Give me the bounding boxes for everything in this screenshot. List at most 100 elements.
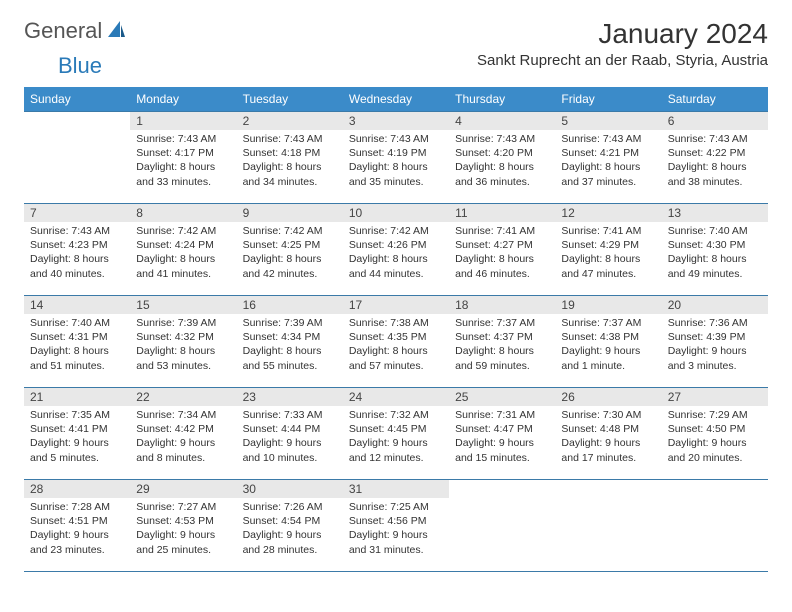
day-detail-line: Sunrise: 7:27 AM [136,500,230,514]
day-detail-line: Sunrise: 7:36 AM [668,316,762,330]
day-number: 4 [449,112,555,130]
calendar-day-cell: 3Sunrise: 7:43 AMSunset: 4:19 PMDaylight… [343,112,449,204]
day-details: Sunrise: 7:27 AMSunset: 4:53 PMDaylight:… [130,498,236,559]
calendar-day-cell: 31Sunrise: 7:25 AMSunset: 4:56 PMDayligh… [343,480,449,572]
calendar-day-cell: 16Sunrise: 7:39 AMSunset: 4:34 PMDayligh… [237,296,343,388]
day-detail-line: Daylight: 8 hours [243,252,337,266]
day-detail-line: Sunset: 4:26 PM [349,238,443,252]
day-details: Sunrise: 7:38 AMSunset: 4:35 PMDaylight:… [343,314,449,375]
weekday-header: Saturday [662,87,768,112]
day-detail-line: Sunset: 4:39 PM [668,330,762,344]
day-number: 2 [237,112,343,130]
day-number: 25 [449,388,555,406]
day-number: 19 [555,296,661,314]
day-detail-line: and 46 minutes. [455,267,549,281]
weekday-header: Thursday [449,87,555,112]
day-number: 23 [237,388,343,406]
day-details: Sunrise: 7:43 AMSunset: 4:22 PMDaylight:… [662,130,768,191]
day-details: Sunrise: 7:35 AMSunset: 4:41 PMDaylight:… [24,406,130,467]
calendar-week-row: 7Sunrise: 7:43 AMSunset: 4:23 PMDaylight… [24,204,768,296]
calendar-day-cell [662,480,768,572]
day-number: 21 [24,388,130,406]
day-detail-line: and 28 minutes. [243,543,337,557]
day-detail-line: Sunset: 4:35 PM [349,330,443,344]
day-number: 28 [24,480,130,498]
day-detail-line: and 31 minutes. [349,543,443,557]
day-detail-line: Sunset: 4:51 PM [30,514,124,528]
day-detail-line: and 8 minutes. [136,451,230,465]
day-detail-line: Sunrise: 7:42 AM [243,224,337,238]
calendar-day-cell: 2Sunrise: 7:43 AMSunset: 4:18 PMDaylight… [237,112,343,204]
day-number: 15 [130,296,236,314]
day-detail-line: and 34 minutes. [243,175,337,189]
calendar-day-cell: 27Sunrise: 7:29 AMSunset: 4:50 PMDayligh… [662,388,768,480]
day-detail-line: Daylight: 8 hours [30,252,124,266]
calendar-day-cell [449,480,555,572]
day-detail-line: and 44 minutes. [349,267,443,281]
day-detail-line: Sunset: 4:48 PM [561,422,655,436]
day-detail-line: and 10 minutes. [243,451,337,465]
day-detail-line: Sunset: 4:31 PM [30,330,124,344]
day-detail-line: and 55 minutes. [243,359,337,373]
calendar-day-cell: 23 Sunrise: 7:33 AMSunset: 4:44 PMDayligh… [237,388,343,480]
day-detail-line: Sunrise: 7:25 AM [349,500,443,514]
day-detail-line: Sunset: 4:34 PM [243,330,337,344]
calendar-day-cell: 20Sunrise: 7:36 AMSunset: 4:39 PMDayligh… [662,296,768,388]
day-detail-line: Daylight: 9 hours [30,528,124,542]
day-detail-line: Daylight: 8 hours [668,252,762,266]
day-detail-line: Sunrise: 7:39 AM [136,316,230,330]
weekday-header: Wednesday [343,87,449,112]
day-number: 7 [24,204,130,222]
day-detail-line: Daylight: 9 hours [668,344,762,358]
logo-text-blue: Blue [58,53,102,79]
day-detail-line: Daylight: 9 hours [561,436,655,450]
day-detail-line: Sunset: 4:44 PM [243,422,337,436]
day-detail-line: and 17 minutes. [561,451,655,465]
day-detail-line: Sunset: 4:56 PM [349,514,443,528]
day-detail-line: Sunrise: 7:39 AM [243,316,337,330]
day-number: 10 [343,204,449,222]
day-detail-line: Sunrise: 7:40 AM [30,316,124,330]
day-detail-line: Daylight: 9 hours [349,436,443,450]
day-detail-line: Sunrise: 7:43 AM [668,132,762,146]
weekday-header: Friday [555,87,661,112]
day-detail-line: Daylight: 9 hours [243,436,337,450]
day-detail-line: Daylight: 8 hours [455,344,549,358]
day-detail-line: Sunrise: 7:37 AM [561,316,655,330]
day-detail-line: Sunrise: 7:41 AM [455,224,549,238]
day-number: 11 [449,204,555,222]
day-detail-line: Sunset: 4:42 PM [136,422,230,436]
day-detail-line: and 33 minutes. [136,175,230,189]
day-details: Sunrise: 7:28 AMSunset: 4:51 PMDaylight:… [24,498,130,559]
day-detail-line: Sunrise: 7:41 AM [561,224,655,238]
calendar-day-cell: 22Sunrise: 7:34 AMSunset: 4:42 PMDayligh… [130,388,236,480]
day-details: Sunrise: 7:25 AMSunset: 4:56 PMDaylight:… [343,498,449,559]
day-detail-line: and 38 minutes. [668,175,762,189]
day-details: Sunrise: 7:43 AMSunset: 4:20 PMDaylight:… [449,130,555,191]
weekday-header: Sunday [24,87,130,112]
weekday-header-row: Sunday Monday Tuesday Wednesday Thursday… [24,87,768,112]
day-number: 16 [237,296,343,314]
day-number: 17 [343,296,449,314]
location: Sankt Ruprecht an der Raab, Styria, Aust… [477,52,768,69]
day-detail-line: Daylight: 8 hours [561,160,655,174]
title-block: January 2024 Sankt Ruprecht an der Raab,… [477,18,768,69]
day-detail-line: Daylight: 9 hours [455,436,549,450]
day-detail-line: Daylight: 8 hours [136,160,230,174]
day-number: 9 [237,204,343,222]
day-number: 18 [449,296,555,314]
day-detail-line: Sunrise: 7:33 AM [243,408,337,422]
day-details: Sunrise: 7:30 AMSunset: 4:48 PMDaylight:… [555,406,661,467]
month-title: January 2024 [477,18,768,50]
day-detail-line: Sunrise: 7:35 AM [30,408,124,422]
day-details: Sunrise: 7:36 AMSunset: 4:39 PMDaylight:… [662,314,768,375]
calendar-day-cell: 8Sunrise: 7:42 AMSunset: 4:24 PMDaylight… [130,204,236,296]
day-detail-line: Sunset: 4:32 PM [136,330,230,344]
calendar-week-row: 28Sunrise: 7:28 AMSunset: 4:51 PMDayligh… [24,480,768,572]
day-detail-line: Sunset: 4:25 PM [243,238,337,252]
day-details: Sunrise: 7:41 AMSunset: 4:29 PMDaylight:… [555,222,661,283]
day-details: Sunrise: 7:40 AMSunset: 4:30 PMDaylight:… [662,222,768,283]
day-details: Sunrise: 7:39 AMSunset: 4:32 PMDaylight:… [130,314,236,375]
logo: General [24,18,128,44]
day-details: Sunrise: 7:40 AMSunset: 4:31 PMDaylight:… [24,314,130,375]
